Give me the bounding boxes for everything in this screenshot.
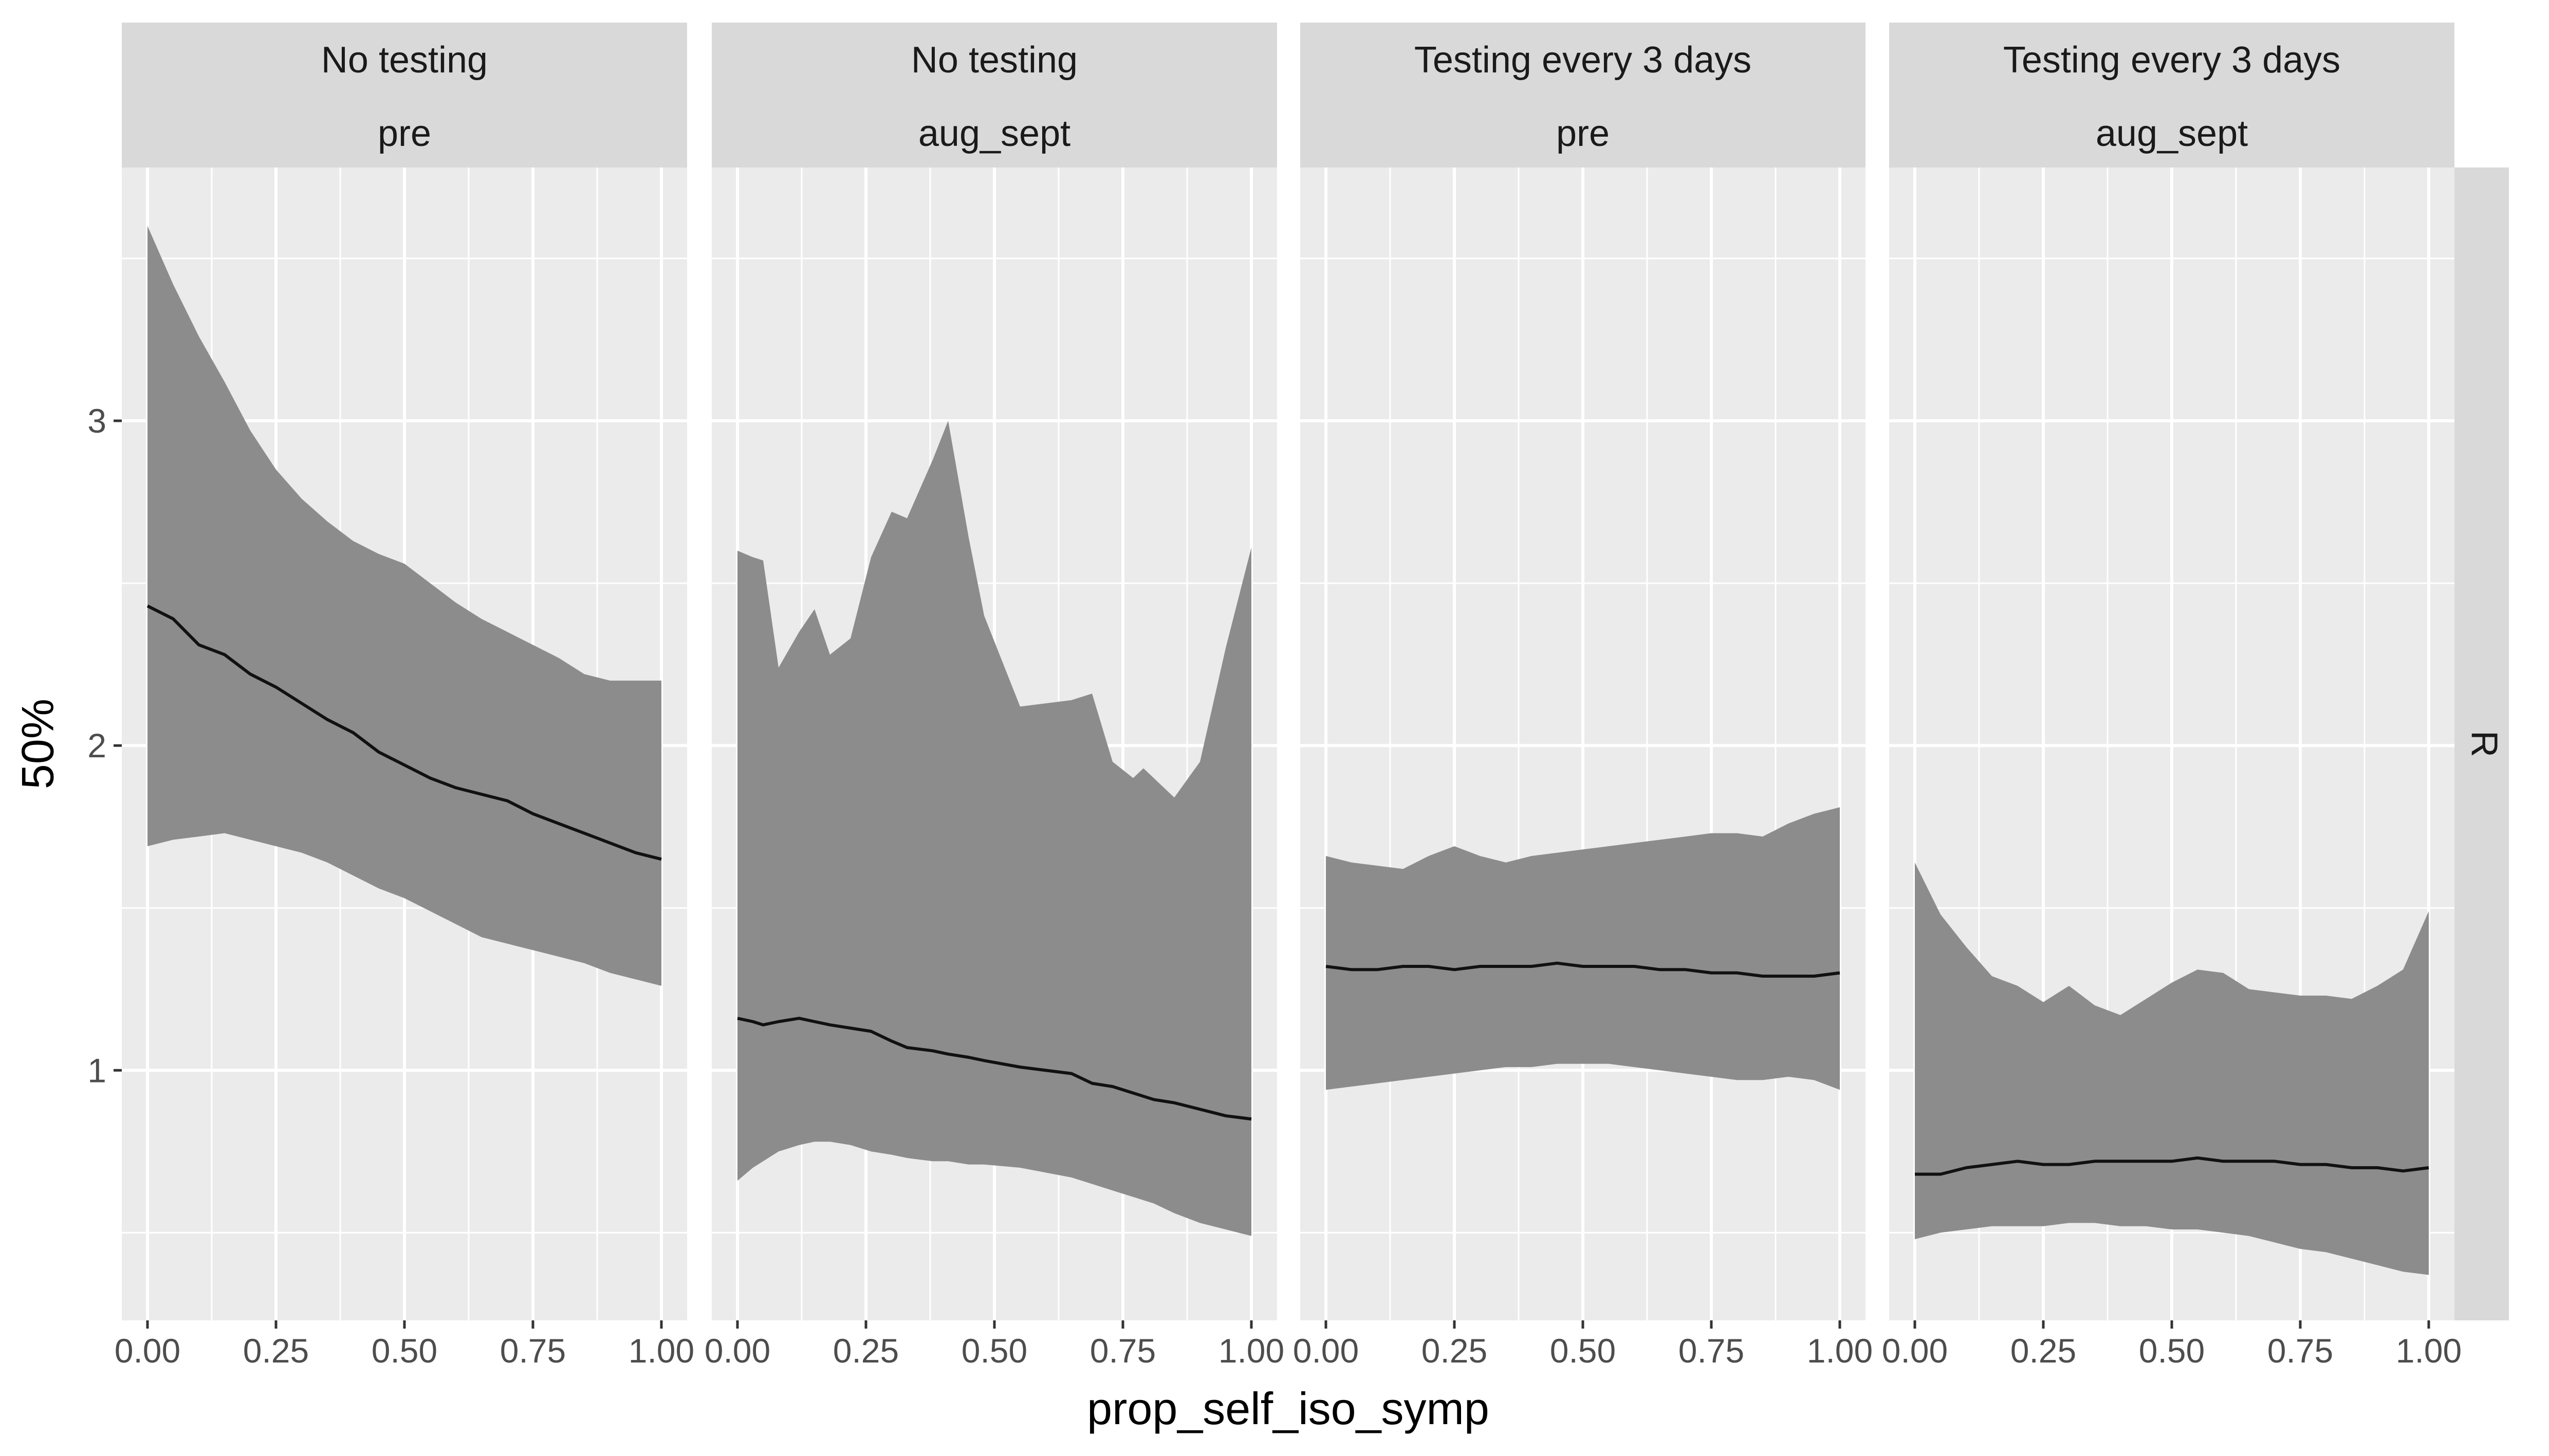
x-tick-label: 0.75 — [1678, 1332, 1744, 1370]
panel-strip — [1889, 23, 2454, 167]
x-tick-label: 0.75 — [500, 1332, 566, 1370]
confidence-ribbon — [1915, 862, 2429, 1275]
panel-2: No testing aug_sept 0.00 0.25 0.50 0.75 1.00 — [705, 23, 1284, 1370]
median-line — [1325, 961, 1840, 978]
panel-4: Testing every 3 days aug_sept 0.00 0.25 0.50… — [1882, 23, 2462, 1370]
x-tick-label: 0.25 — [2010, 1332, 2076, 1370]
panel-strip-label-2: pre — [378, 113, 431, 154]
panel-strip-label-1: Testing every 3 days — [1414, 40, 1751, 81]
x-tick-label: 0.00 — [115, 1332, 180, 1370]
panel-strip-label-1: No testing — [911, 40, 1078, 81]
x-tick-label: 0.00 — [1293, 1332, 1359, 1370]
panel-1: No testing pre 0.00 0.25 0.50 0.75 1.00 — [115, 23, 694, 1370]
x-tick-label: 1.00 — [2396, 1332, 2462, 1370]
x-tick-label: 1.00 — [629, 1332, 694, 1370]
confidence-ribbon — [147, 226, 661, 986]
row-strip-background — [2454, 167, 2509, 1320]
x-tick-label: 0.50 — [372, 1332, 437, 1370]
x-tick-label: 0.50 — [1550, 1332, 1616, 1370]
row-strip-label: R — [2464, 731, 2505, 757]
y-axis: 1 2 3 — [87, 402, 122, 1089]
x-tick-label: 0.50 — [2139, 1332, 2205, 1370]
y-tick-label: 3 — [87, 402, 106, 440]
panel-strip — [1300, 23, 1865, 167]
panel-strip-label-1: No testing — [321, 40, 488, 81]
panel-3: Testing every 3 days pre 0.00 0.25 0.50 0.75 1… — [1293, 23, 1873, 1370]
panel-strip-label-2: pre — [1556, 113, 1610, 154]
panel-strip-label-1: Testing every 3 days — [2003, 40, 2340, 81]
x-tick-label: 0.75 — [1090, 1332, 1156, 1370]
y-tick-label: 1 — [87, 1051, 106, 1089]
median-line — [737, 1017, 1252, 1121]
x-tick-label: 0.75 — [2267, 1332, 2333, 1370]
confidence-ribbon — [737, 421, 1251, 1236]
median-line — [146, 604, 662, 861]
x-tick-label: 0.25 — [833, 1332, 899, 1370]
x-tick-label: 1.00 — [1807, 1332, 1873, 1370]
y-tick-label: 2 — [87, 726, 106, 764]
x-tick-label: 0.00 — [705, 1332, 770, 1370]
x-axis-title: prop_self_iso_symp — [1087, 1383, 1489, 1434]
panel-strip — [122, 23, 687, 167]
y-axis-title: 50% — [12, 699, 63, 789]
x-tick-label: 0.00 — [1882, 1332, 1948, 1370]
x-tick-label: 1.00 — [1218, 1332, 1284, 1370]
panel-strip — [712, 23, 1277, 167]
panel-strip-label-2: aug_sept — [918, 113, 1070, 154]
x-tick-label: 0.25 — [243, 1332, 309, 1370]
confidence-ribbon — [1326, 807, 1840, 1090]
x-tick-label: 0.25 — [1421, 1332, 1487, 1370]
median-line — [1915, 1156, 2429, 1176]
panel-strip-label-2: aug_sept — [2096, 113, 2248, 154]
row-strip-layer: R — [2454, 167, 2509, 1320]
x-tick-label: 0.50 — [962, 1332, 1027, 1370]
